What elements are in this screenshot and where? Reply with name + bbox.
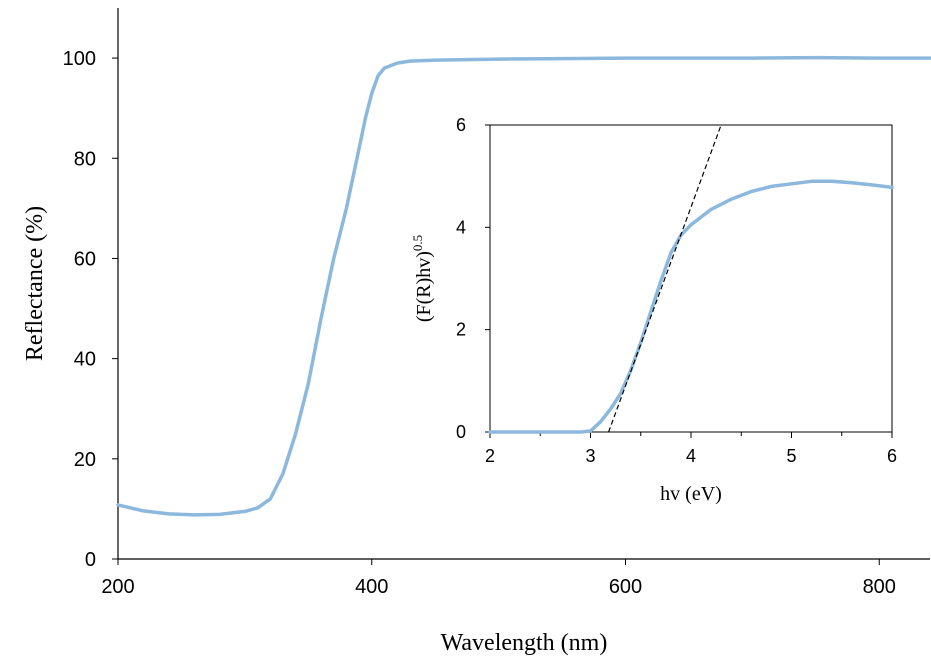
inset-x-axis-label: hv (eV) [660,483,722,505]
main-x-axis-label: Wavelength (nm) [441,630,608,656]
main-y-tick-label: 60 [74,248,96,270]
tauc-fit-line [608,124,722,433]
main-x-tick-label: 200 [101,576,134,598]
reflectance-series-line [116,55,931,517]
main-y-tick-label: 40 [74,349,96,371]
inset-plot-area [489,124,893,433]
inset-y-tick-label: 2 [456,320,466,340]
inset-y-axis-label: (F(R)hv)0.5 [410,235,435,322]
inset-x-tick-label: 5 [786,446,796,466]
inset-x-tick-label: 2 [485,446,495,466]
main-y-tick-label: 20 [74,449,96,471]
inset-y-tick-label: 4 [456,217,466,237]
tauc-series-line [488,179,894,434]
inset-y-axis-label-base: (F(R)hv) [413,251,435,322]
main-series-group [116,55,931,517]
inset-x-tick-label: 6 [887,446,897,466]
inset-series-group [488,124,894,434]
inset-x-tick-label: 4 [686,446,696,466]
inset-y-tick-label: 6 [456,115,466,135]
inset-y-tick-label: 0 [456,422,466,442]
main-y-axis-label: Reflectance (%) [22,206,48,361]
main-x-tick-label: 800 [863,576,896,598]
main-x-tick-label: 600 [609,576,642,598]
main-y-tick-label: 100 [63,48,96,70]
main-y-tick-label: 0 [85,549,96,571]
main-x-tick-label: 400 [355,576,388,598]
inset-y-axis-label-sup: 0.5 [410,235,425,251]
inset-x-tick-label: 3 [585,446,595,466]
main-y-tick-label: 80 [74,148,96,170]
